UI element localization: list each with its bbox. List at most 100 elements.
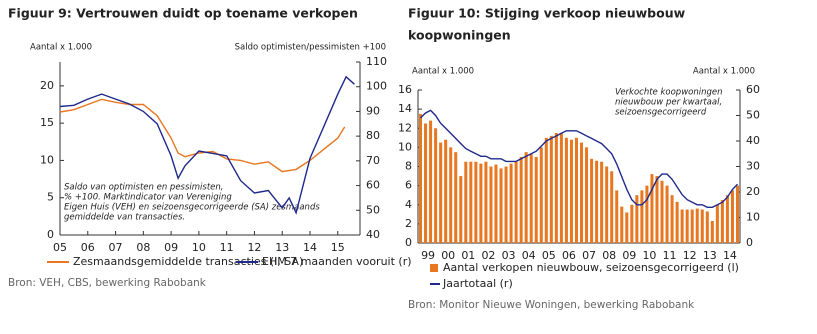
x-tick-label: 09 bbox=[164, 241, 178, 254]
x-tick-label: 12 bbox=[247, 241, 261, 254]
x-tick-label: 02 bbox=[481, 249, 495, 262]
bar bbox=[725, 195, 729, 243]
line-series bbox=[59, 98, 346, 173]
x-tick-label: 01 bbox=[461, 249, 475, 262]
bar bbox=[464, 161, 468, 243]
chart-title: Figuur 10: Stijging verkoop nieuwbouw bbox=[408, 6, 686, 21]
y2-tick-label: 70 bbox=[366, 154, 380, 167]
bar bbox=[640, 190, 644, 243]
y-tick-label: 8 bbox=[405, 160, 412, 173]
bar bbox=[519, 156, 523, 243]
bar bbox=[710, 221, 714, 243]
y2-tick-label: 60 bbox=[366, 179, 380, 192]
bar bbox=[419, 113, 423, 243]
note: Verkochte koopwoningen bbox=[615, 88, 723, 98]
bar bbox=[434, 128, 438, 243]
bar bbox=[474, 161, 478, 243]
bar bbox=[715, 204, 719, 243]
bar bbox=[529, 154, 533, 243]
y-tick-label: 12 bbox=[398, 121, 412, 134]
bar bbox=[544, 137, 548, 243]
note: nieuwbouw per kwartaal, bbox=[615, 98, 722, 108]
y2-tick-label: 60 bbox=[746, 83, 760, 96]
legend-label: Zesmaandsgemiddelde transacties (l, SA) bbox=[73, 255, 303, 268]
bar bbox=[690, 209, 694, 243]
bar bbox=[635, 195, 639, 243]
bar bbox=[549, 135, 553, 243]
x-tick-label: 15 bbox=[331, 241, 345, 254]
bar bbox=[564, 137, 568, 243]
bar bbox=[424, 123, 428, 243]
x-tick-label: 08 bbox=[136, 241, 150, 254]
y2-tick-label: 50 bbox=[366, 203, 380, 216]
bar bbox=[504, 166, 508, 243]
x-tick-label: 07 bbox=[109, 241, 123, 254]
legend-swatch bbox=[430, 264, 438, 272]
bar bbox=[444, 139, 448, 243]
bar bbox=[655, 176, 659, 243]
y-tick-label: 6 bbox=[405, 179, 412, 192]
bar bbox=[730, 190, 734, 243]
y-tick-label: 16 bbox=[398, 83, 412, 96]
bar bbox=[695, 208, 699, 243]
bar bbox=[494, 164, 498, 243]
bar bbox=[605, 166, 609, 243]
bar bbox=[454, 152, 458, 243]
x-tick-label: 08 bbox=[602, 249, 616, 262]
bar bbox=[499, 168, 503, 243]
line-series bbox=[59, 75, 355, 215]
bar bbox=[539, 147, 543, 243]
y-tick-label: 10 bbox=[40, 153, 54, 166]
source: Bron: VEH, CBS, bewerking Rabobank bbox=[8, 277, 207, 289]
y2-tick-label: 0 bbox=[746, 236, 753, 249]
bar bbox=[479, 163, 483, 243]
bar bbox=[685, 209, 689, 243]
y-tick-label: 2 bbox=[405, 217, 412, 230]
note: gemiddelde van transacties. bbox=[64, 213, 185, 223]
bar bbox=[514, 161, 518, 243]
bar bbox=[675, 201, 679, 243]
y-tick-label: 14 bbox=[398, 102, 412, 115]
bar bbox=[650, 174, 654, 243]
bar bbox=[554, 133, 558, 243]
bar bbox=[630, 204, 634, 243]
bar bbox=[469, 161, 473, 243]
x-tick-label: 07 bbox=[582, 249, 596, 262]
y-tick-label: 0 bbox=[47, 228, 54, 241]
chart-title: koopwoningen bbox=[408, 28, 511, 43]
x-tick-label: 13 bbox=[275, 241, 289, 254]
bar bbox=[680, 209, 684, 243]
bar bbox=[459, 176, 463, 243]
bar bbox=[524, 152, 528, 243]
legend-label: EHM 7 maanden vooruit (r) bbox=[262, 255, 412, 268]
bar bbox=[509, 163, 513, 243]
note: Eigen Huis (VEH) en seizoensgecorrigeerd… bbox=[64, 203, 320, 213]
y-axis-label: Aantal x 1.000 bbox=[30, 43, 92, 53]
bar bbox=[670, 195, 674, 243]
y-axis-label: Aantal x 1.000 bbox=[412, 67, 474, 77]
bar bbox=[615, 190, 619, 243]
bar bbox=[580, 142, 584, 243]
bar bbox=[449, 147, 453, 243]
x-tick-label: 06 bbox=[81, 241, 95, 254]
bar bbox=[705, 211, 709, 243]
bar bbox=[660, 180, 664, 243]
y2-tick-label: 90 bbox=[366, 104, 380, 117]
y2-tick-label: 110 bbox=[366, 55, 387, 68]
y2-axis-label: Aantal x 1.000 bbox=[693, 67, 755, 77]
bar bbox=[590, 158, 594, 243]
bar bbox=[600, 161, 604, 243]
bar bbox=[625, 212, 629, 243]
x-tick-label: 00 bbox=[441, 249, 455, 262]
bar bbox=[489, 166, 493, 243]
note: % +100. Marktindicator van Vereniging bbox=[64, 193, 232, 203]
x-tick-label: 12 bbox=[683, 249, 697, 262]
y2-tick-label: 100 bbox=[366, 80, 387, 93]
x-tick-label: 11 bbox=[220, 241, 234, 254]
x-tick-label: 13 bbox=[703, 249, 717, 262]
bar bbox=[429, 120, 433, 243]
bar bbox=[569, 139, 573, 243]
x-tick-label: 11 bbox=[663, 249, 677, 262]
y2-tick-label: 30 bbox=[746, 160, 760, 173]
